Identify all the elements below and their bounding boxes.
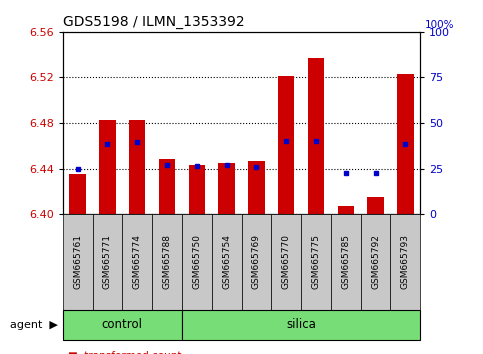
Text: 100%: 100% [425,21,454,30]
Text: ■  transformed count: ■ transformed count [68,351,181,354]
Text: GSM665793: GSM665793 [401,234,410,290]
Text: GSM665771: GSM665771 [103,234,112,290]
Text: agent  ▶: agent ▶ [10,320,58,330]
Text: silica: silica [286,318,316,331]
Text: GSM665785: GSM665785 [341,234,350,290]
Text: GSM665774: GSM665774 [133,234,142,290]
Bar [368,197,384,214]
Text: GSM665761: GSM665761 [73,234,82,290]
Bar [189,165,205,214]
Text: GSM665769: GSM665769 [252,234,261,290]
Bar [99,120,115,214]
Bar [129,120,145,214]
Text: control: control [102,318,143,331]
Bar [248,161,265,214]
Text: GSM665750: GSM665750 [192,234,201,290]
Bar [308,58,324,214]
Text: GSM665754: GSM665754 [222,234,231,290]
Text: GDS5198 / ILMN_1353392: GDS5198 / ILMN_1353392 [63,16,244,29]
Text: GSM665788: GSM665788 [163,234,171,290]
Bar [159,159,175,214]
Bar [218,163,235,214]
Bar [397,74,413,214]
Bar [70,174,86,214]
Bar [278,76,294,214]
Text: GSM665770: GSM665770 [282,234,291,290]
Bar [338,206,354,214]
Text: GSM665792: GSM665792 [371,234,380,290]
Text: GSM665775: GSM665775 [312,234,320,290]
